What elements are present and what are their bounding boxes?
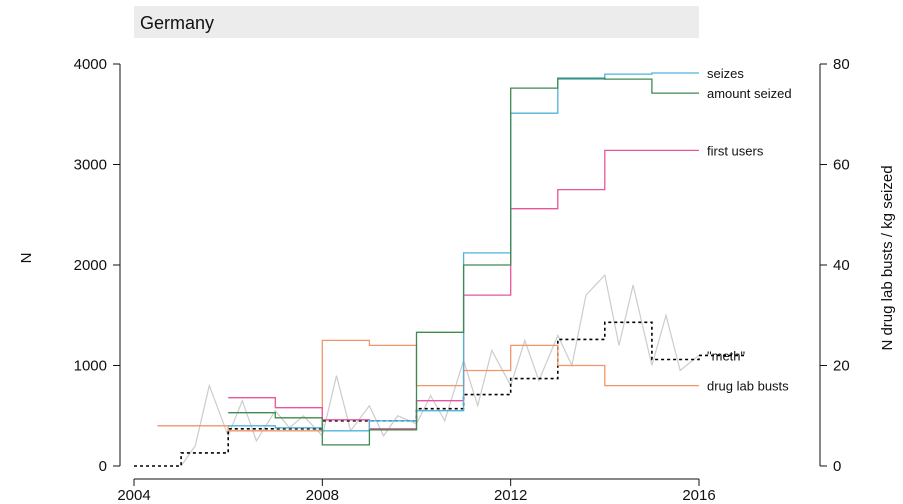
series-label: amount seized — [707, 86, 792, 101]
series-line-meth — [134, 321, 747, 467]
y-tick-label-left: 1000 — [74, 358, 107, 375]
series-label: "meth" — [707, 348, 746, 363]
chart-title: Germany — [140, 13, 214, 33]
series-labels: seizes amount seized first users drug lab b… — [707, 66, 792, 394]
plot-lines — [134, 72, 747, 467]
y-tick-label-right: 40 — [833, 257, 850, 274]
x-tick-label: 2016 — [682, 487, 715, 504]
series-line-drug-lab-busts — [157, 339, 699, 432]
y-tick-label-right: 60 — [833, 157, 850, 174]
y-tick-label-right: 0 — [833, 458, 841, 475]
y-tick-label-right: 80 — [833, 56, 850, 73]
x-tick-label: 2008 — [306, 487, 339, 504]
axes: 0 1000 2000 3000 4000 0 20 40 60 80 2004 2008 2012 20… — [74, 56, 850, 504]
y-tick-label-left: 2000 — [74, 257, 107, 274]
series-label: seizes — [707, 66, 744, 81]
series-line-amount-seized — [228, 77, 699, 446]
y-axis-left-title: N — [18, 253, 35, 264]
x-tick-label: 2012 — [494, 487, 527, 504]
title-bar — [134, 6, 699, 38]
series-line-raw — [180, 273, 700, 467]
x-tick-label: 2004 — [117, 487, 150, 504]
series-label: first users — [707, 143, 764, 158]
y-tick-label-right: 20 — [833, 358, 850, 375]
y-axis-right-title: N drug lab busts / kg seized — [879, 165, 896, 350]
y-tick-label-left: 0 — [99, 458, 107, 475]
series-label: drug lab busts — [707, 379, 789, 394]
y-tick-label-left: 4000 — [74, 56, 107, 73]
series-line-seizes — [228, 72, 699, 432]
y-tick-label-left: 3000 — [74, 157, 107, 174]
